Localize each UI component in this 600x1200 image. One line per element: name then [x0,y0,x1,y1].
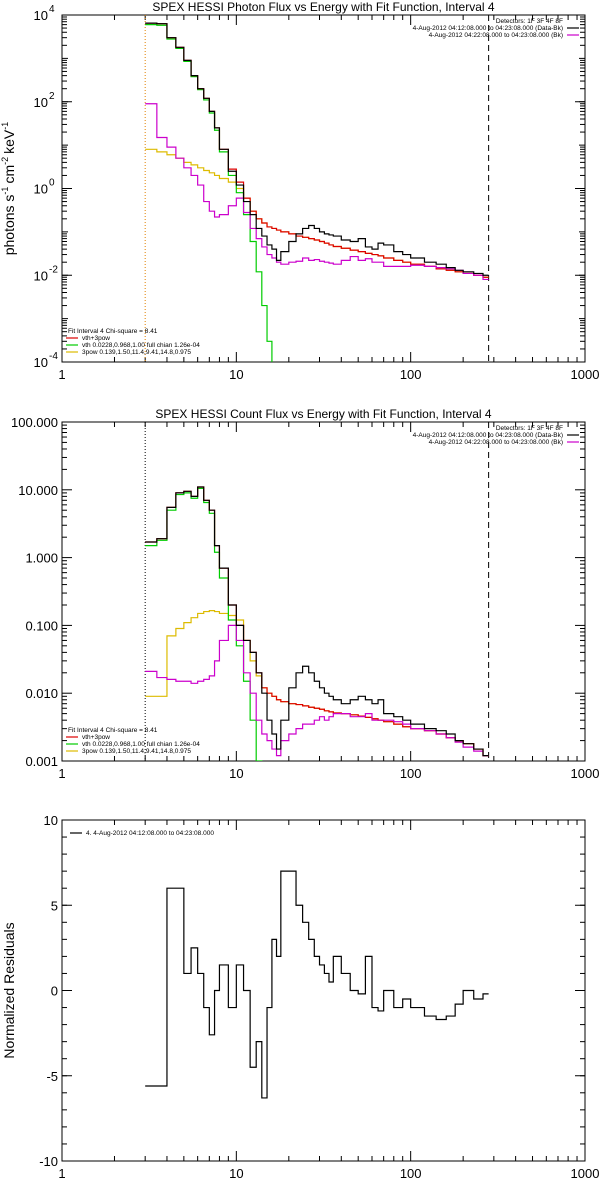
series-4-4-aug-2012-04-12-08-000-to-04-23-08-000 [145,870,489,1099]
chart-panel-2: SPEX HESSI Count Flux vs Energy with Fit… [11,407,600,781]
x-tick-label: 1 [58,1166,65,1181]
y-tick-exponent: 2 [49,91,55,102]
x-tick-label: 10 [229,766,243,781]
x-tick-label: 1 [58,766,65,781]
legend-bottom-entry: vth 0.0228,0.968,1.00 full chian 1.26e-0… [82,741,200,748]
x-tick-label: 100 [400,1166,422,1181]
y-tick-label: 0.001 [25,754,58,769]
legend-bottom-entry: vth 0.0228,0.968,1.00 full chian 1.26e-0… [82,342,200,349]
y-axis-label: photons s-1cm-2keV-1 [0,122,17,256]
series-data-bk [145,22,489,276]
series-vth-3pow [145,486,489,757]
x-tick-label: 100 [400,367,422,382]
y-axis-label-part: -1 [0,187,10,195]
legend-bottom-entry: 3pow 0.139,1.50,11.4,9.41,14.8,0.975 [82,748,191,755]
legend-bottom-entry: Fit Interval 4 Chi-square = 8.41 [68,328,158,335]
y-tick-label: 0.010 [25,686,58,701]
y-tick-label: 1.000 [25,551,58,566]
x-tick-label: 10 [229,367,243,382]
legend-top-entry: 4-Aug-2012 04:22:08.000 to 04:23:08.000 … [429,439,563,446]
chart-title: SPEX HESSI Count Flux vs Energy with Fit… [155,407,491,421]
y-tick-label: -5 [46,1069,58,1084]
y-tick-label: 10 [34,355,48,370]
plot-frame [61,819,586,1162]
chart-title: SPEX HESSI Photon Flux vs Energy with Fi… [152,0,494,14]
chart-panel-3: 1 10 100 1000 -10 -5 0 5 10 Normalized Residuals 4… [1,813,599,1181]
x-tick-label: 1 [58,367,65,382]
y-tick-exponent: -4 [49,351,58,362]
y-tick-label: 10 [34,95,48,110]
y-tick-exponent: 4 [49,4,55,15]
x-tick-label: 1000 [571,1166,600,1181]
legend-top-entry: Detectors: 1F 3F 4F 8F [496,18,563,25]
y-tick-label: 5 [51,898,58,913]
plot-frame [61,421,586,762]
y-axis-label-part: -2 [0,157,10,165]
y-axis-label: Normalized Residuals [1,922,17,1058]
y-tick-label: 10 [44,813,58,828]
series-vth-3pow [145,22,489,278]
y-axis-label-text: Normalized Residuals [1,922,17,1058]
series-vth [145,487,263,761]
y-tick-label: 10.000 [18,483,58,498]
series-vth [145,24,273,362]
x-tick-label: 1000 [571,766,600,781]
plot-area [144,15,490,362]
plot-frame [61,14,586,363]
y-axis-label-text: photons s [1,195,17,256]
x-tick-label: 1000 [571,367,600,382]
legend-top-entry: 4-Aug-2012 04:22:08.000 to 04:23:08.000 … [429,32,563,39]
y-axis-label-part: -1 [0,122,10,130]
y-tick-label: -10 [39,1154,58,1169]
plot-area [145,870,489,1099]
x-tick-label: 100 [400,766,422,781]
chart-panel-1: SPEX HESSI Photon Flux vs Energy with Fi… [0,0,600,382]
legend-bottom-entry: 3pow 0.139,1.50,11.4,9.41,14.8,0.975 [82,349,191,356]
legend-top-entry: 4-Aug-2012 04:12:08.000 to 04:23:08.000 … [413,25,563,32]
y-tick-label: 10 [34,268,48,283]
plot-area [144,422,490,761]
y-tick-label: 10 [34,182,48,197]
x-tick-label: 10 [229,1166,243,1181]
y-tick-label: 10 [34,8,48,23]
legend-bottom-entry: Fit Interval 4 Chi-square = 8.41 [68,727,158,734]
y-tick-label: 0 [51,984,58,999]
y-tick-label: 0.100 [25,618,58,633]
legend-entry: 4. 4-Aug-2012 04:12:08.000 to 04:23:08.0… [86,830,214,837]
series-data-bk [145,486,489,757]
y-tick-exponent: 0 [49,178,55,189]
legend-bottom-entry: vth+3pow [82,335,110,342]
y-tick-exponent: -2 [49,264,58,275]
legend-top-entry: 4-Aug-2012 04:12:08.000 to 04:23:08.000 … [413,432,563,439]
legend-top-entry: Detectors: 1F 3F 4F 8F [496,425,563,432]
series-3pow [145,148,489,278]
legend-bottom-entry: vth+3pow [82,734,110,741]
y-tick-label: 100.000 [11,415,58,430]
series-bk [145,624,489,757]
series-bk [145,103,489,281]
y-axis-label-part: cm [1,165,17,184]
y-axis-label-part: keV [1,129,17,154]
